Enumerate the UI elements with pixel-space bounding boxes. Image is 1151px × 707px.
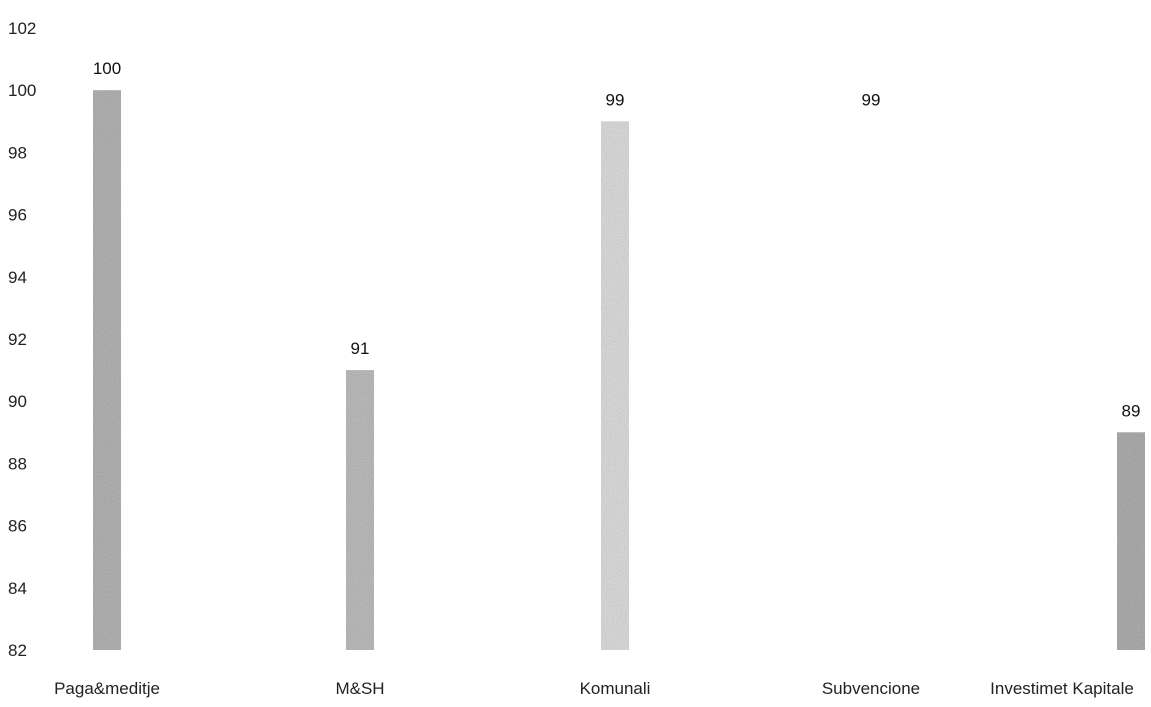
bar-investimet-kapitale bbox=[1117, 432, 1145, 650]
y-tick-label: 96 bbox=[8, 206, 27, 225]
y-tick-label: 92 bbox=[8, 330, 27, 349]
x-category-label: Subvencione bbox=[822, 679, 920, 698]
bar-subvencione bbox=[857, 121, 885, 651]
y-tick-label: 98 bbox=[8, 143, 27, 162]
x-axis: Paga&meditje M&SH Komunali Subvencione Inves… bbox=[54, 679, 1134, 698]
data-label: 99 bbox=[606, 90, 625, 109]
x-category-label: Paga&meditje bbox=[54, 679, 160, 698]
data-label: 99 bbox=[862, 90, 881, 109]
y-tick-label: 84 bbox=[8, 579, 27, 598]
data-label: 89 bbox=[1122, 401, 1141, 420]
y-tick-label: 88 bbox=[8, 454, 27, 473]
bars bbox=[93, 90, 1145, 651]
y-tick-label: 90 bbox=[8, 392, 27, 411]
bar-paga-meditje bbox=[93, 90, 121, 650]
data-label: 91 bbox=[351, 339, 370, 358]
y-tick-label: 102 bbox=[8, 19, 36, 38]
y-axis: 82 84 86 88 90 92 94 96 98 100 102 bbox=[8, 19, 36, 660]
y-tick-label: 94 bbox=[8, 268, 27, 287]
data-label: 100 bbox=[93, 59, 121, 78]
y-tick-label: 86 bbox=[8, 517, 27, 536]
data-labels: 100 91 99 99 89 bbox=[93, 59, 1141, 420]
bar-m-sh bbox=[346, 370, 374, 650]
y-tick-label: 82 bbox=[8, 641, 27, 660]
bar-komunali bbox=[601, 121, 629, 651]
x-category-label: Investimet Kapitale bbox=[990, 679, 1134, 698]
x-category-label: M&SH bbox=[335, 679, 384, 698]
x-category-label: Komunali bbox=[580, 679, 651, 698]
y-tick-label: 100 bbox=[8, 81, 36, 100]
